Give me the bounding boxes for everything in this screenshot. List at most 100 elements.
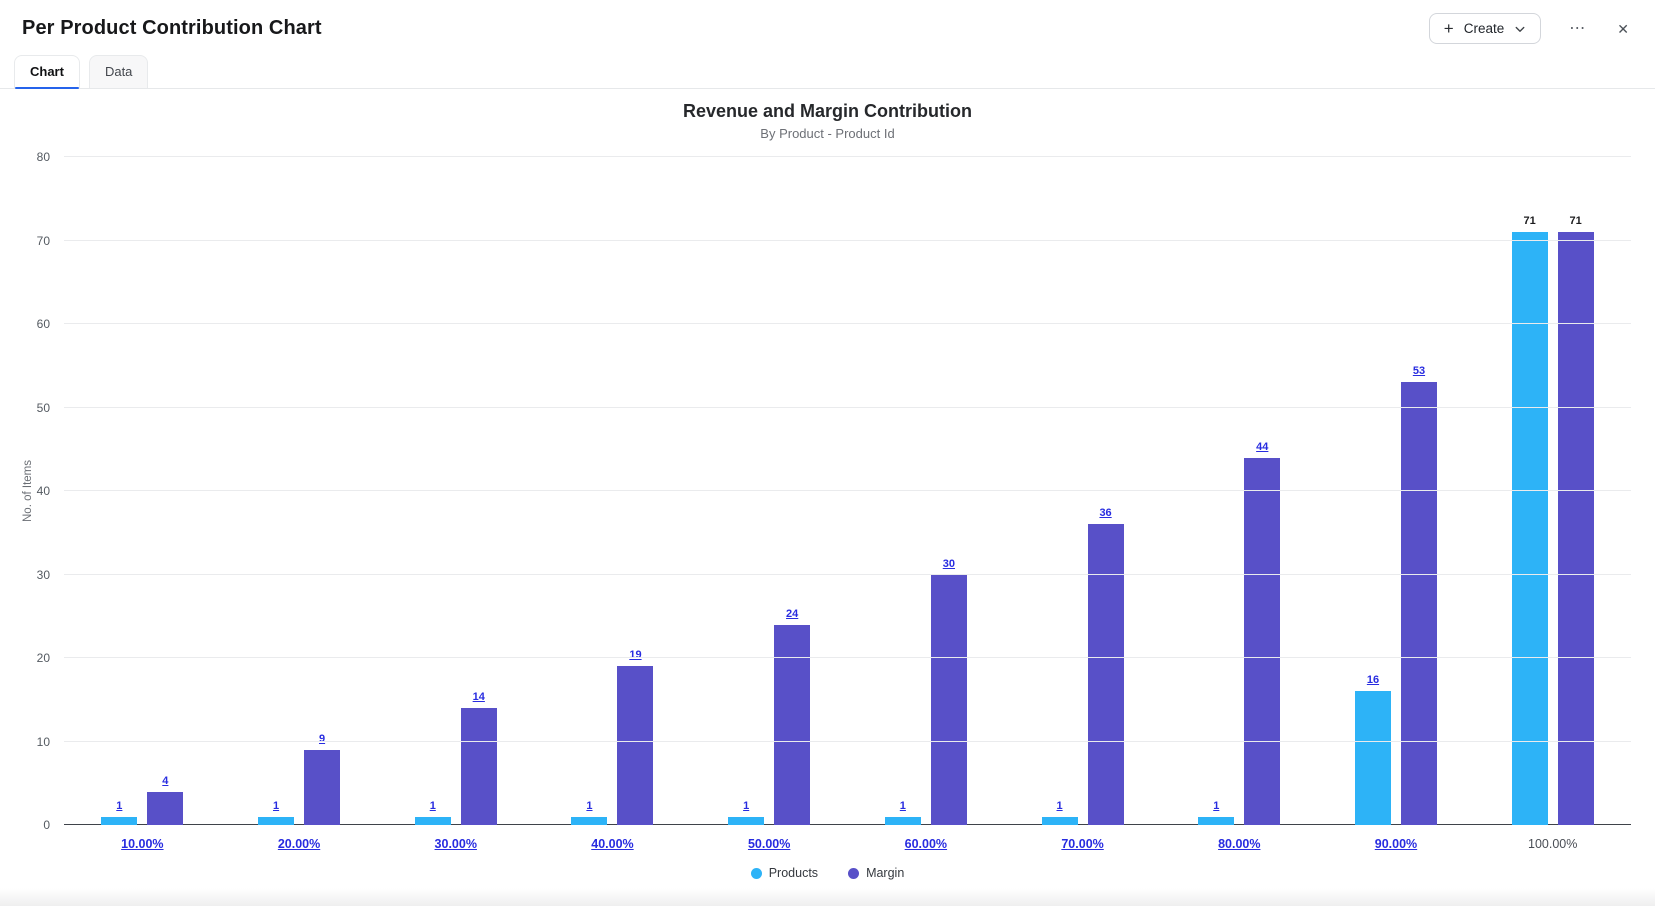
bar-value-label[interactable]: 1	[899, 799, 906, 812]
bar-column: 14	[460, 157, 497, 825]
bar-group-30.00%: 1 14	[377, 157, 534, 825]
bar-value-label[interactable]: 16	[1366, 674, 1380, 687]
bar-value-label[interactable]: 36	[1099, 507, 1112, 520]
y-tick-label: 30	[36, 567, 50, 582]
x-label-cell: 40.00%	[534, 835, 691, 853]
x-label-cell: 90.00%	[1318, 835, 1475, 853]
bar-column: 71	[1557, 157, 1594, 825]
bar-group-40.00%: 1 19	[534, 157, 691, 825]
page-bottom-fade	[0, 888, 1655, 906]
more-options-button[interactable]: ⋯	[1565, 17, 1589, 41]
y-tick-label: 70	[36, 233, 50, 248]
tab-data[interactable]: Data	[88, 55, 149, 88]
x-axis-label[interactable]: 80.00%	[1218, 837, 1261, 851]
bar-products[interactable]	[571, 816, 608, 825]
create-button-label: Create	[1463, 21, 1505, 36]
bar-column: 1	[1041, 157, 1078, 825]
bar-value-label[interactable]: 9	[318, 732, 326, 745]
tab-bar: Chart Data	[0, 55, 1655, 89]
bar-products[interactable]	[884, 816, 921, 825]
bar-value-label[interactable]: 14	[472, 691, 485, 704]
bar-value-label[interactable]: 1	[429, 799, 436, 812]
bar-margin[interactable]	[1244, 457, 1281, 825]
header-actions: + Create ⋯ ✕	[1428, 13, 1633, 44]
bar-products[interactable]	[728, 816, 765, 825]
x-axis-label[interactable]: 50.00%	[747, 837, 791, 851]
x-axis-label[interactable]: 20.00%	[277, 837, 321, 851]
bar-group-90.00%: 16 53	[1318, 157, 1475, 825]
bar-margin[interactable]	[147, 791, 184, 825]
x-axis-labels: 10.00% 20.00% 30.00% 40.00% 50.00% 60.00% 70.0…	[64, 835, 1631, 853]
close-button[interactable]: ✕	[1613, 18, 1633, 40]
bar-margin[interactable]	[1557, 232, 1594, 825]
legend-label: Margin	[866, 866, 905, 880]
bar-value-label[interactable]: 1	[1056, 799, 1063, 812]
bar-margin[interactable]	[1087, 524, 1124, 825]
bar-value-label[interactable]: 24	[786, 607, 799, 620]
bar-value-label[interactable]: 1	[116, 799, 123, 812]
x-axis-label[interactable]: 40.00%	[591, 837, 634, 851]
y-tick-label: 10	[36, 734, 50, 749]
bar-column: 16	[1354, 157, 1391, 825]
bar-margin[interactable]	[304, 749, 341, 825]
bar-products[interactable]	[1354, 691, 1391, 825]
bar-value-label[interactable]: 1	[1213, 799, 1220, 812]
bar-value-label[interactable]: 53	[1412, 365, 1426, 378]
page-title: Per Product Contribution Chart	[22, 17, 322, 39]
bar-products[interactable]	[414, 816, 451, 825]
gridline	[64, 323, 1631, 324]
x-axis-label[interactable]: 60.00%	[904, 837, 948, 851]
bar-column: 71	[1511, 157, 1548, 825]
bar-value-label: 71	[1523, 215, 1536, 228]
x-axis-label[interactable]: 70.00%	[1061, 837, 1104, 851]
bar-column: 9	[304, 157, 341, 825]
bar-value-label[interactable]: 1	[743, 799, 750, 812]
y-tick-label: 60	[36, 317, 50, 331]
bar-value-label[interactable]: 19	[629, 649, 642, 662]
x-axis-label[interactable]: 10.00%	[121, 837, 164, 851]
x-axis-label[interactable]: 30.00%	[434, 837, 477, 851]
bar-value-label[interactable]: 4	[162, 774, 169, 787]
bar-margin[interactable]	[930, 574, 967, 825]
x-label-cell: 60.00%	[848, 835, 1005, 853]
bar-value-label[interactable]: 1	[272, 799, 280, 812]
bar-column: 4	[147, 157, 184, 825]
bar-value-label[interactable]: 44	[1256, 440, 1269, 453]
create-button[interactable]: + Create	[1428, 13, 1542, 44]
y-tick-label: 80	[36, 150, 50, 164]
bar-products[interactable]	[1198, 816, 1235, 825]
bar-column: 36	[1087, 157, 1124, 825]
bar-value-label: 71	[1569, 215, 1582, 228]
gridline	[64, 490, 1631, 491]
bar-margin[interactable]	[774, 624, 811, 825]
bar-column: 19	[617, 157, 654, 825]
bar-products[interactable]	[1041, 816, 1078, 825]
gridline	[64, 239, 1631, 241]
tab-chart[interactable]: Chart	[14, 55, 80, 89]
bar-value-label[interactable]: 30	[942, 557, 955, 570]
bars-row: 1 4 1 9 1 14 1 19 1 24 1 30 1 36 1 44 16 53 71 71	[64, 157, 1631, 825]
legend-item-margin[interactable]: Margin	[848, 866, 904, 880]
x-axis-label[interactable]: 90.00%	[1374, 837, 1418, 851]
bar-group-60.00%: 1 30	[848, 157, 1005, 825]
x-label-cell: 30.00%	[377, 835, 534, 853]
bar-margin[interactable]	[1400, 382, 1437, 825]
bar-products[interactable]	[1511, 232, 1548, 825]
window-header: Per Product Contribution Chart + Create …	[0, 0, 1655, 44]
legend-dot	[848, 867, 860, 879]
bar-products[interactable]	[258, 816, 295, 825]
legend-item-products[interactable]: Products	[750, 866, 818, 880]
bar-margin[interactable]	[460, 708, 497, 825]
bar-column: 1	[571, 157, 608, 825]
bar-value-label[interactable]: 1	[586, 799, 593, 812]
y-tick-label: 0	[43, 818, 50, 832]
gridline	[64, 573, 1631, 575]
x-axis-baseline	[64, 823, 1631, 825]
x-axis-label: 100.00%	[1528, 837, 1578, 851]
bar-margin[interactable]	[617, 666, 654, 825]
gridline	[64, 657, 1631, 658]
bar-column: 44	[1244, 157, 1281, 825]
bar-products[interactable]	[101, 816, 138, 825]
x-label-cell: 10.00%	[64, 835, 221, 853]
